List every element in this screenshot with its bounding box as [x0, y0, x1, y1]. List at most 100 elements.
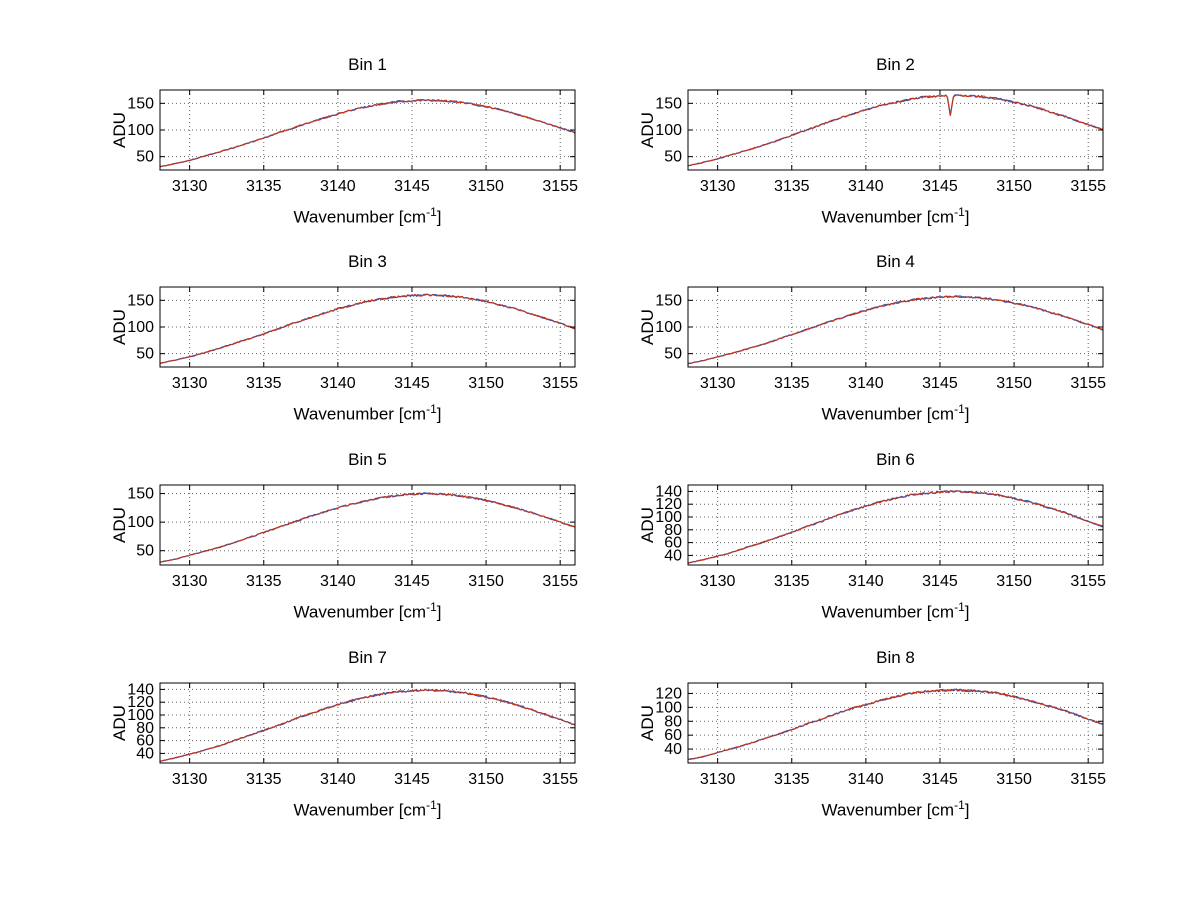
y-tick-label: 120: [655, 496, 682, 513]
x-tick-label: 3130: [700, 573, 736, 590]
x-tick-label: 3155: [1070, 375, 1106, 392]
x-axis-label: Wavenumber [cm-1]: [160, 798, 575, 821]
x-tick-label: 3140: [320, 178, 356, 195]
subplot-bin-2: Bin 2 ADU 3130 3135 3140 3145 3150 3155 50 100 1…: [588, 55, 1148, 245]
y-tick-label: 40: [664, 741, 682, 758]
x-tick-label: 3130: [172, 178, 208, 195]
y-tick-label: 50: [136, 149, 154, 166]
y-tick-label: 100: [655, 319, 682, 336]
x-tick-label: 3140: [848, 573, 884, 590]
x-tick-label: 3155: [1070, 771, 1106, 788]
x-axis-label-sup: -1: [426, 402, 437, 416]
x-axis-label: Wavenumber [cm-1]: [688, 798, 1103, 821]
x-tick-label: 3155: [542, 178, 578, 195]
y-tick-label: 50: [136, 543, 154, 560]
plot-bg: [160, 683, 575, 763]
y-tick-label: 60: [664, 535, 682, 552]
series-spectrum-red: [160, 99, 575, 168]
y-tick-label: 60: [136, 733, 154, 750]
y-tick-label: 120: [127, 694, 154, 711]
y-tick-label: 100: [655, 509, 682, 526]
x-axis-label-sup: -1: [954, 798, 965, 812]
x-tick-label: 3140: [848, 771, 884, 788]
x-tick-label: 3145: [394, 178, 430, 195]
y-tick-label: 100: [655, 699, 682, 716]
plot-area: 3130 3135 3140 3145 3150 3155 50 100 150: [127, 89, 578, 195]
x-axis-label-sup: -1: [954, 402, 965, 416]
x-tick-label: 3145: [922, 771, 958, 788]
x-tick-label: 3155: [542, 573, 578, 590]
series-spectrum-red: [160, 293, 575, 364]
plot-area: 3130 3135 3140 3145 3150 3155 50 100 150: [127, 286, 578, 392]
x-axis-label-text: Wavenumber [cm: [821, 404, 955, 424]
subplot-bin-7: Bin 7 ADU 3130 3135 3140 3145 3150 3155 40 60 80…: [60, 648, 620, 838]
plot-area: 3130 3135 3140 3145 3150 3155 50 100 150: [127, 484, 578, 590]
x-axis-label-sup: -1: [954, 205, 965, 219]
y-tick-label: 50: [664, 149, 682, 166]
x-axis-label-close: ]: [436, 404, 442, 424]
x-axis-label-text: Wavenumber [cm: [821, 800, 955, 820]
x-axis-label-close: ]: [436, 207, 442, 227]
y-tick-label: 80: [136, 720, 154, 737]
plot-bg: [160, 287, 575, 367]
subplot-title: Bin 3: [348, 252, 387, 271]
x-tick-label: 3135: [774, 771, 810, 788]
subplot-bin-8: Bin 8 ADU 3130 3135 3140 3145 3150 3155 40 60 80…: [588, 648, 1148, 838]
x-tick-label: 3150: [468, 771, 504, 788]
subplot-bin-1: Bin 1 ADU 3130 3135 3140 3145 3150 3155 50 100 1…: [60, 55, 620, 245]
x-tick-label: 3155: [1070, 178, 1106, 195]
subplot-title: Bin 4: [876, 252, 915, 271]
series-spectrum-red: [688, 688, 1103, 760]
y-tick-label: 150: [655, 292, 682, 309]
y-tick-label: 150: [655, 95, 682, 112]
x-tick-label: 3150: [996, 771, 1032, 788]
x-tick-label: 3145: [922, 573, 958, 590]
y-tick-label: 140: [127, 681, 154, 698]
x-axis-label-sup: -1: [426, 798, 437, 812]
x-axis-label-text: Wavenumber [cm: [821, 207, 955, 227]
x-tick-label: 3155: [542, 375, 578, 392]
y-tick-label: 60: [664, 727, 682, 744]
x-tick-label: 3140: [320, 771, 356, 788]
subplot-bin-3: Bin 3 ADU 3130 3135 3140 3145 3150 3155 50 100 1…: [60, 252, 620, 442]
x-axis-label-close: ]: [964, 207, 970, 227]
subplot-bin-6: Bin 6 ADU 3130 3135 3140 3145 3150 3155 40 60 80…: [588, 450, 1148, 640]
x-tick-label: 3140: [320, 573, 356, 590]
x-tick-label: 3130: [172, 771, 208, 788]
x-tick-label: 3130: [700, 375, 736, 392]
x-axis-label-close: ]: [436, 800, 442, 820]
subplot-title: Bin 5: [348, 450, 387, 469]
series-spectrum-red: [160, 492, 575, 563]
x-tick-label: 3150: [996, 178, 1032, 195]
x-axis-label-sup: -1: [954, 600, 965, 614]
y-tick-label: 50: [664, 346, 682, 363]
x-axis-label: Wavenumber [cm-1]: [160, 600, 575, 623]
subplot-title: Bin 6: [876, 450, 915, 469]
y-tick-label: 80: [664, 522, 682, 539]
x-tick-label: 3145: [394, 771, 430, 788]
x-axis-label: Wavenumber [cm-1]: [160, 205, 575, 228]
x-tick-label: 3130: [700, 178, 736, 195]
x-axis-label-sup: -1: [426, 600, 437, 614]
x-tick-label: 3150: [996, 375, 1032, 392]
y-tick-label: 40: [136, 745, 154, 762]
x-tick-label: 3135: [246, 771, 282, 788]
x-axis-label-text: Wavenumber [cm: [293, 800, 427, 820]
x-tick-label: 3150: [468, 178, 504, 195]
subplot-title: Bin 8: [876, 648, 915, 667]
y-tick-label: 120: [655, 685, 682, 702]
subplot-title: Bin 7: [348, 648, 387, 667]
y-tick-label: 100: [655, 122, 682, 139]
x-tick-label: 3135: [774, 178, 810, 195]
plot-area: 3130 3135 3140 3145 3150 3155 50 100 150: [655, 89, 1106, 195]
subplot-title: Bin 1: [348, 55, 387, 74]
axes-box: [687, 484, 1104, 566]
series-spectrum-red: [688, 94, 1103, 167]
axes-box: [687, 682, 1104, 764]
subplot-bin-5: Bin 5 ADU 3130 3135 3140 3145 3150 3155 50 100 1…: [60, 450, 620, 640]
x-tick-label: 3145: [394, 573, 430, 590]
y-tick-label: 40: [664, 547, 682, 564]
